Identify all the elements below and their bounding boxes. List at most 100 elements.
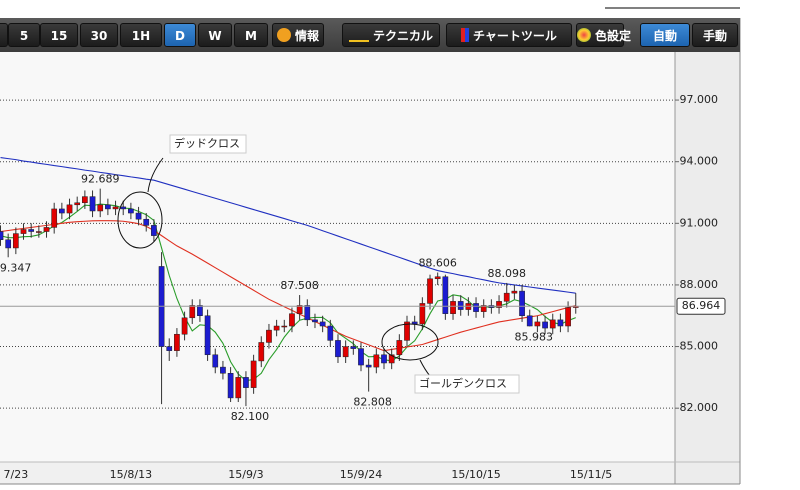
candle-body	[112, 206, 119, 210]
candle-body	[289, 313, 295, 327]
low-label: 82.808	[353, 396, 392, 409]
high-label: 88.098	[487, 267, 526, 280]
candle-body	[281, 325, 288, 328]
candle-body	[82, 196, 88, 204]
candle-body	[243, 377, 249, 388]
candle-body	[450, 301, 456, 314]
technical-button[interactable]: テクニカル	[342, 23, 440, 47]
candle-body	[319, 321, 326, 327]
candle-body	[128, 208, 134, 214]
candle-body	[542, 321, 548, 329]
candle-body	[365, 364, 372, 368]
x-tick-label: 15/8/13	[110, 468, 152, 481]
low-label: 82.100	[231, 410, 270, 423]
candle-body	[304, 305, 311, 321]
x-tick-label: 7/23	[3, 468, 28, 481]
candle-body	[220, 366, 226, 374]
mode-button[interactable]: 手動	[692, 23, 738, 47]
candle-body	[189, 305, 196, 319]
candle-body	[519, 290, 525, 316]
candle-body	[235, 377, 242, 399]
candle-body	[526, 315, 533, 327]
candle-body	[473, 303, 479, 312]
button-label: 色設定	[595, 29, 632, 43]
candle-body	[565, 307, 571, 327]
plot	[0, 157, 579, 407]
timeframe-button[interactable]: 30	[80, 23, 118, 47]
y-tick-label: 94.000	[680, 155, 719, 168]
candle-body	[212, 354, 219, 368]
candle-body	[373, 354, 380, 368]
candle-body	[59, 208, 65, 214]
candle-body	[296, 305, 303, 314]
x-tick-label: 15/9/24	[340, 468, 382, 481]
golden-cross-circle	[381, 323, 439, 361]
price-axis-area	[675, 52, 740, 484]
annotation-box	[169, 134, 247, 154]
candle-body	[273, 325, 280, 331]
candle-body	[335, 340, 341, 358]
candle-body	[135, 212, 142, 220]
candle-body	[350, 346, 357, 349]
candle-body	[358, 348, 364, 366]
candle-body	[434, 276, 441, 280]
y-tick-label: 88.000	[680, 278, 719, 291]
button-label: テクニカル	[372, 29, 433, 43]
toolbar: 5 15 30 1H D W M 情報 テクニカル チャートツール 色設定 自動 手動	[0, 18, 740, 52]
timeframe-button[interactable]: D	[164, 23, 196, 47]
x-tick-label: 15/10/15	[451, 468, 500, 481]
candle-body	[419, 303, 426, 325]
candle-body	[396, 340, 403, 356]
candle-body	[89, 196, 96, 212]
timeframe-button[interactable]: 5	[8, 23, 40, 47]
x-tick-label: 15/9/3	[228, 468, 263, 481]
candle-body	[51, 208, 58, 228]
timeframe-button[interactable]: M	[234, 23, 268, 47]
candle-body	[557, 319, 564, 327]
toolbar-button-cut	[0, 23, 8, 47]
candle-body	[503, 292, 510, 302]
plot-area	[0, 52, 675, 462]
candle-body	[0, 231, 4, 240]
candle-body	[197, 305, 203, 316]
candle-body	[105, 204, 111, 210]
candle-body	[388, 354, 395, 364]
low-label: 85.983	[514, 330, 553, 343]
info-button[interactable]: 情報	[272, 23, 324, 47]
timeframe-button[interactable]: 1H	[120, 23, 162, 47]
candle-body	[36, 231, 42, 233]
y-tick-label: 82.000	[680, 401, 719, 414]
candle-body	[28, 229, 35, 232]
candle-body	[342, 346, 349, 358]
candle-body	[174, 333, 180, 351]
time-axis-area	[0, 462, 675, 484]
timeframe-button[interactable]: 15	[40, 23, 78, 47]
x-tick-label: 15/11/5	[570, 468, 612, 481]
high-label: 88.606	[418, 256, 457, 269]
candle-body	[43, 227, 50, 232]
candle-body	[312, 319, 318, 323]
annotation: ゴールデンクロス	[419, 376, 507, 390]
candle-body	[327, 325, 334, 341]
candle-body	[74, 202, 81, 206]
mode-button[interactable]: 自動	[640, 23, 690, 47]
candle-body	[66, 204, 73, 214]
candle-body	[181, 317, 188, 335]
color-setting-button[interactable]: 色設定	[576, 23, 631, 47]
candle-body	[5, 239, 12, 249]
candle-body	[404, 321, 410, 341]
candle-body	[480, 305, 487, 312]
candle-body	[97, 204, 104, 212]
dead-cross-circle	[117, 191, 163, 249]
low-label: 89.347	[0, 261, 31, 274]
annotation-box	[414, 374, 520, 394]
current-price-box	[676, 297, 726, 315]
timeframe-button[interactable]: W	[198, 23, 232, 47]
candle-body	[120, 206, 127, 210]
chart-tool-button[interactable]: チャートツール	[446, 23, 572, 47]
candle-body	[20, 229, 27, 234]
high-label: 87.508	[280, 279, 319, 292]
y-tick-label: 85.000	[680, 340, 719, 353]
